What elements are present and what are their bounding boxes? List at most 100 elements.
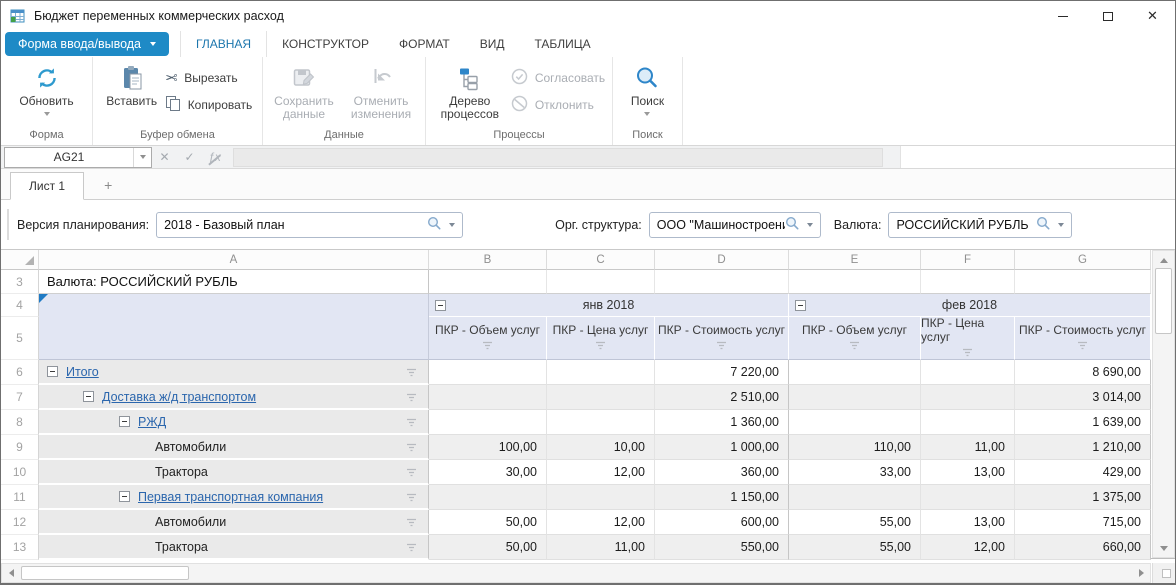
save-data-button[interactable]: Сохранить данные [267, 62, 341, 145]
row-header-12[interactable]: 12 [1, 510, 39, 535]
maximize-button[interactable] [1085, 1, 1130, 31]
tab-format[interactable]: ФОРМАТ [399, 37, 450, 51]
cell-D9[interactable]: 1 000,00 [655, 435, 789, 460]
cell-E12[interactable]: 55,00 [789, 510, 921, 535]
cell-D13[interactable]: 550,00 [655, 535, 789, 560]
resize-grip[interactable] [1162, 568, 1171, 578]
tab-vid[interactable]: ВИД [479, 37, 505, 51]
row-header-6[interactable]: 6 [1, 360, 39, 385]
copy-button[interactable]: Копировать [165, 95, 252, 115]
row-header-5[interactable]: 5 [1, 317, 39, 360]
filter-icon[interactable] [405, 492, 418, 506]
row-header-7[interactable]: 7 [1, 385, 39, 410]
cell-G7[interactable]: 3 014,00 [1015, 385, 1151, 410]
chevron-down-icon[interactable] [1058, 222, 1065, 227]
collapse-button[interactable] [119, 491, 130, 502]
cell-B8[interactable] [429, 410, 547, 435]
cell-A7[interactable]: Доставка ж/д транспортом [39, 385, 429, 410]
cell-D7[interactable]: 2 510,00 [655, 385, 789, 410]
refresh-button[interactable]: Обновить [19, 62, 74, 145]
cell-C8[interactable] [547, 410, 655, 435]
filter-icon[interactable] [594, 340, 607, 354]
paste-button[interactable]: Вставить [103, 62, 161, 145]
filter-icon[interactable] [405, 417, 418, 431]
cell-F8[interactable] [921, 410, 1015, 435]
chevron-down-icon[interactable] [449, 222, 456, 227]
filter-icon[interactable] [405, 517, 418, 531]
cell-A13[interactable]: Трактора [39, 535, 429, 560]
vertical-scroll-thumb[interactable] [1155, 268, 1172, 334]
column-header-D[interactable]: D [655, 250, 789, 270]
row-link[interactable]: Доставка ж/д транспортом [102, 389, 257, 404]
cell-C3[interactable] [547, 270, 655, 294]
row-header-13[interactable]: 13 [1, 535, 39, 560]
cell-A9[interactable]: Автомобили [39, 435, 429, 460]
version-filter-input[interactable]: 2018 - Базовый план [156, 211, 464, 238]
cell-D12[interactable]: 600,00 [655, 510, 789, 535]
close-button[interactable]: ✕ [1147, 8, 1158, 23]
confirm-entry-button[interactable]: ✓ [184, 150, 195, 164]
scroll-left-button[interactable] [3, 565, 19, 581]
org-filter-input[interactable]: ООО "Машиностроение-1" [648, 211, 821, 238]
cell-name-box[interactable]: AG21 [4, 146, 152, 168]
column-header-G[interactable]: G [1015, 250, 1151, 270]
search-icon[interactable] [785, 216, 800, 234]
cell-A3[interactable]: Валюта: РОССИЙСКИЙ РУБЛЬ [39, 270, 429, 294]
cell-G3[interactable] [1015, 270, 1151, 294]
cell-B3[interactable] [429, 270, 547, 294]
cell-F10[interactable]: 13,00 [921, 460, 1015, 485]
cell-F13[interactable]: 12,00 [921, 535, 1015, 560]
cell-B9[interactable]: 100,00 [429, 435, 547, 460]
formula-input[interactable] [233, 147, 883, 167]
cell-C13[interactable]: 11,00 [547, 535, 655, 560]
cell-B12[interactable]: 50,00 [429, 510, 547, 535]
cell-E9[interactable]: 110,00 [789, 435, 921, 460]
cell-A8[interactable]: РЖД [39, 410, 429, 435]
cell-F3[interactable] [921, 270, 1015, 294]
column-header-E[interactable]: E [789, 250, 921, 270]
scroll-right-button[interactable] [1133, 565, 1149, 581]
cell-C7[interactable] [547, 385, 655, 410]
chevron-down-icon[interactable] [806, 222, 813, 227]
row-link[interactable]: РЖД [138, 414, 167, 429]
cell-D6[interactable]: 7 220,00 [655, 360, 789, 385]
form-io-menu-button[interactable]: Форма ввода/вывода [5, 32, 170, 56]
filter-icon[interactable] [405, 467, 418, 481]
tab-tablitsa[interactable]: ТАБЛИЦА [534, 37, 591, 51]
cell-D3[interactable] [655, 270, 789, 294]
cell-G13[interactable]: 660,00 [1015, 535, 1151, 560]
cell-C12[interactable]: 12,00 [547, 510, 655, 535]
column-header-B[interactable]: B [429, 250, 547, 270]
search-icon[interactable] [427, 216, 442, 234]
cell-G10[interactable]: 429,00 [1015, 460, 1151, 485]
cell-G11[interactable]: 1 375,00 [1015, 485, 1151, 510]
filter-icon[interactable] [405, 442, 418, 456]
cell-B11[interactable] [429, 485, 547, 510]
cell-A12[interactable]: Автомобили [39, 510, 429, 535]
filter-icon[interactable] [481, 340, 494, 354]
vertical-scrollbar[interactable] [1152, 250, 1175, 558]
cell-C10[interactable]: 12,00 [547, 460, 655, 485]
cell-E6[interactable] [789, 360, 921, 385]
cell-E7[interactable] [789, 385, 921, 410]
corner-header-cell[interactable] [39, 294, 429, 360]
cell-D10[interactable]: 360,00 [655, 460, 789, 485]
cell-G9[interactable]: 1 210,00 [1015, 435, 1151, 460]
chevron-down-icon[interactable] [133, 147, 151, 167]
select-all-corner[interactable] [1, 250, 39, 270]
horizontal-scrollbar[interactable] [1, 563, 1151, 583]
cell-A6[interactable]: Итого [39, 360, 429, 385]
add-sheet-button[interactable]: + [104, 177, 113, 193]
collapse-button[interactable] [795, 299, 806, 311]
row-header-10[interactable]: 10 [1, 460, 39, 485]
cell-B6[interactable] [429, 360, 547, 385]
cell-B10[interactable]: 30,00 [429, 460, 547, 485]
search-button[interactable]: Поиск [631, 62, 664, 145]
filter-icon[interactable] [1076, 340, 1089, 354]
column-header-A[interactable]: A [39, 250, 429, 270]
reject-button[interactable]: Отклонить [511, 95, 605, 115]
row-link[interactable]: Итого [66, 364, 99, 379]
collapse-button[interactable] [119, 416, 130, 427]
sheet-tab-list1[interactable]: Лист 1 [10, 172, 85, 200]
cell-A10[interactable]: Трактора [39, 460, 429, 485]
